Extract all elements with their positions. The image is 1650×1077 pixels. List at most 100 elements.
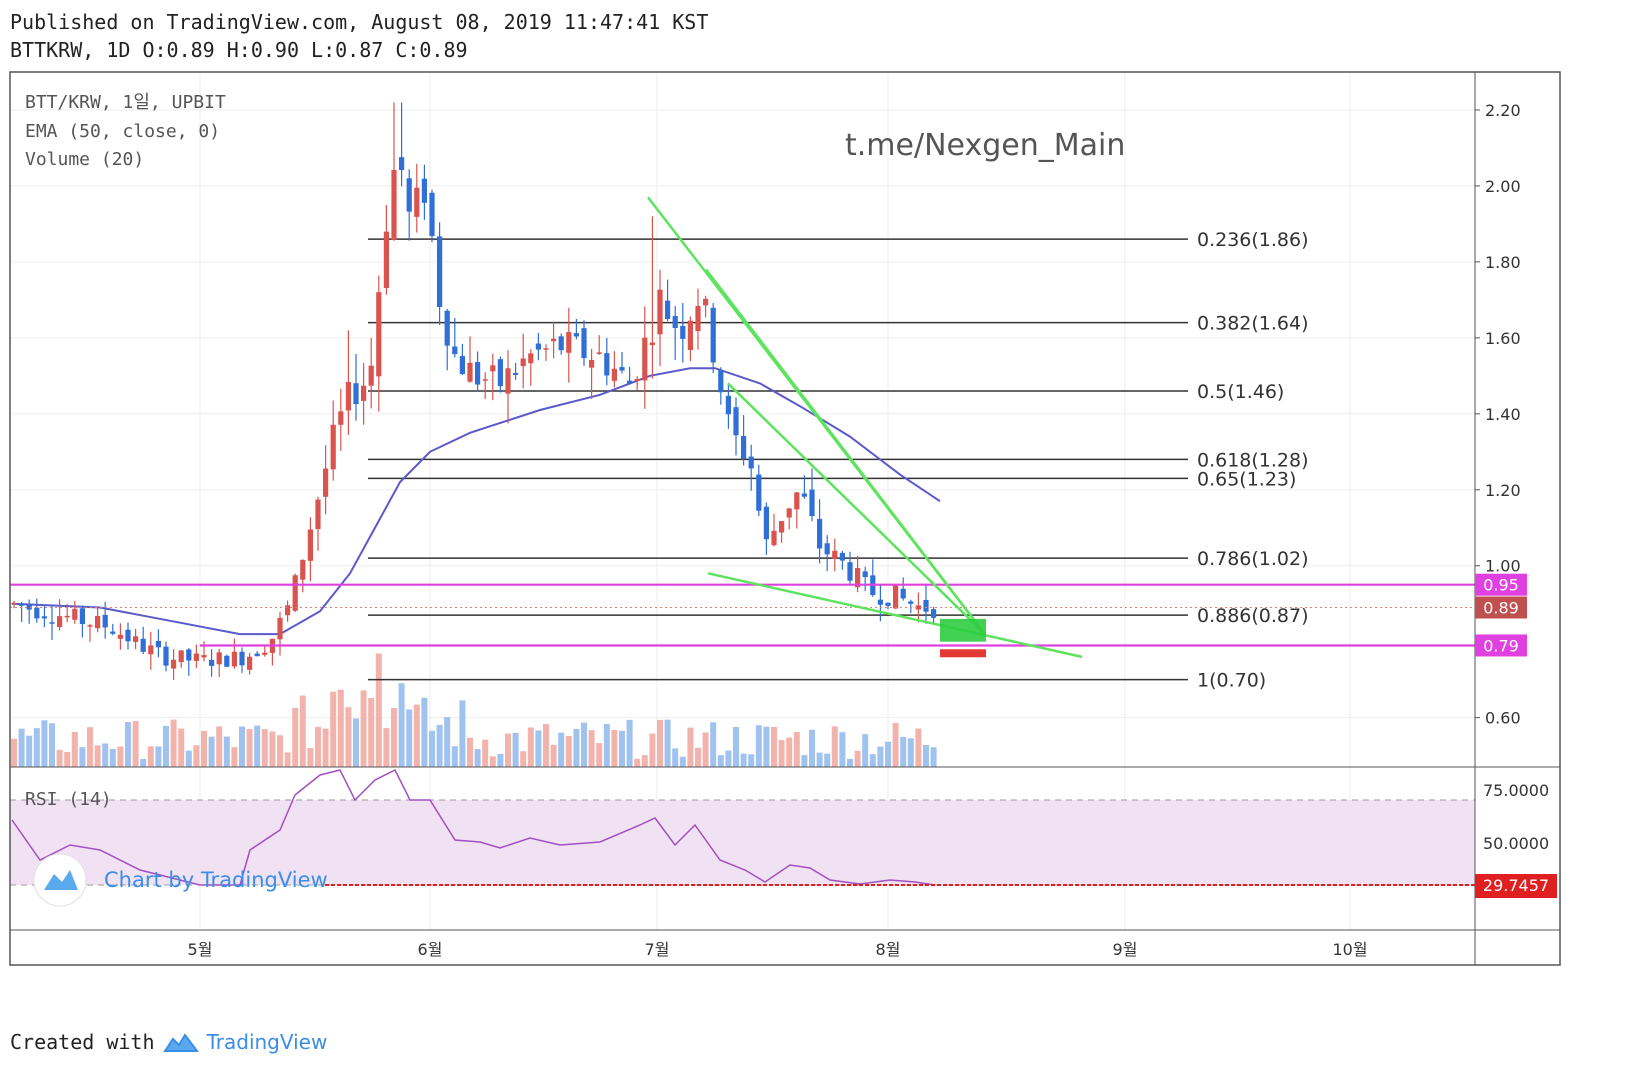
- candle-body: [497, 359, 503, 387]
- candle-body: [695, 306, 701, 332]
- volume-bar: [170, 719, 177, 767]
- volume-bar: [809, 729, 815, 767]
- candle-body: [262, 652, 268, 655]
- candle-body: [832, 550, 838, 559]
- volume-bar: [702, 732, 709, 767]
- candle-body: [627, 380, 633, 384]
- volume-bar: [649, 733, 656, 767]
- volume-bar: [482, 739, 489, 767]
- volume-bar: [862, 734, 869, 767]
- candle-body: [771, 530, 777, 546]
- candle-body: [885, 602, 891, 606]
- volume-bar: [216, 726, 223, 767]
- fib-label: 0.5(1.46): [1197, 381, 1284, 403]
- volume-bar: [254, 725, 261, 767]
- candle-body: [292, 575, 298, 611]
- candle-body: [323, 468, 329, 497]
- candle-body: [155, 640, 161, 648]
- candle-body: [421, 178, 427, 203]
- candle-body: [452, 346, 458, 355]
- fib-label: 0.618(1.28): [1197, 449, 1309, 471]
- volume-bar: [793, 731, 800, 767]
- volume-bar: [558, 732, 565, 767]
- candle-body: [133, 636, 139, 642]
- candle-body: [437, 236, 443, 308]
- volume-bar: [451, 746, 458, 767]
- candle-body: [475, 362, 481, 385]
- price-tick-label: 0.60: [1485, 709, 1521, 728]
- volume-bar: [900, 736, 907, 767]
- trendline: [727, 382, 986, 635]
- volume-bar: [930, 747, 937, 767]
- volume-bar: [299, 695, 306, 767]
- candle-body: [87, 625, 93, 627]
- volume-bar: [550, 744, 557, 767]
- candle-body: [710, 307, 716, 363]
- candle-body: [391, 169, 397, 240]
- candle-body: [216, 652, 222, 665]
- volume-bar: [64, 751, 71, 767]
- fib-layer: [368, 238, 1188, 681]
- candle-body: [459, 356, 465, 375]
- volume-bar: [261, 729, 268, 767]
- price-tick-label: 1.40: [1485, 405, 1521, 424]
- volume-bar: [155, 746, 162, 767]
- volume-bar: [398, 683, 405, 767]
- volume-bar: [596, 743, 603, 767]
- trendline: [705, 268, 986, 635]
- volume-bar: [284, 752, 291, 767]
- footer: Created with TradingView: [10, 1030, 327, 1054]
- candle-body: [505, 368, 511, 394]
- tradingview-link[interactable]: TradingView: [206, 1030, 328, 1054]
- candle-body: [353, 383, 359, 404]
- volume-bar: [907, 738, 914, 767]
- candle-body: [117, 634, 123, 639]
- price-tick-label: 1.80: [1485, 253, 1521, 272]
- candle-body: [801, 493, 807, 497]
- candle-body: [11, 602, 17, 605]
- volume-bar: [178, 728, 185, 767]
- legend-rsi: RSI (14): [25, 789, 112, 810]
- volume-bar: [277, 735, 283, 767]
- volume-bar: [923, 744, 929, 767]
- rsi-current-badge: [1475, 874, 1557, 898]
- candle-body: [931, 609, 937, 618]
- volume-bar: [664, 719, 671, 767]
- volume-bar: [368, 698, 375, 767]
- volume-bar: [79, 747, 86, 767]
- last-price-badge: [1475, 596, 1527, 619]
- volume-bar: [208, 736, 215, 767]
- candle-body: [581, 328, 587, 359]
- volume-bar: [375, 653, 382, 767]
- candle-body: [34, 607, 40, 619]
- overlay-layer: [10, 196, 1475, 659]
- candle-body: [748, 456, 754, 469]
- volume-bar: [497, 754, 504, 767]
- volume-bar: [748, 754, 755, 767]
- rsi-line: [11, 768, 936, 886]
- fib-label: 0.236(1.86): [1197, 229, 1309, 251]
- candle-body: [543, 348, 549, 350]
- volume-bar: [763, 726, 770, 767]
- candle-body: [862, 571, 868, 578]
- volume-bar: [801, 755, 808, 767]
- candle-body: [231, 651, 237, 667]
- candle-layer: [11, 102, 937, 681]
- candle-body: [718, 370, 724, 393]
- volume-bar: [185, 750, 192, 767]
- candle-body: [414, 187, 420, 217]
- candle-body: [923, 599, 929, 612]
- published-line: Published on TradingView.com, August 08,…: [10, 10, 709, 34]
- volume-bar: [573, 728, 580, 767]
- volume-bar: [391, 708, 397, 767]
- volume-bar: [512, 732, 519, 767]
- candle-body: [915, 605, 921, 610]
- fib-label: 0.382(1.64): [1197, 313, 1309, 335]
- volume-bar: [847, 758, 853, 767]
- volume-bar: [147, 746, 154, 767]
- volume-bar: [626, 719, 633, 767]
- candle-body: [406, 178, 412, 212]
- volume-bar: [725, 750, 732, 767]
- candle-body: [49, 622, 55, 624]
